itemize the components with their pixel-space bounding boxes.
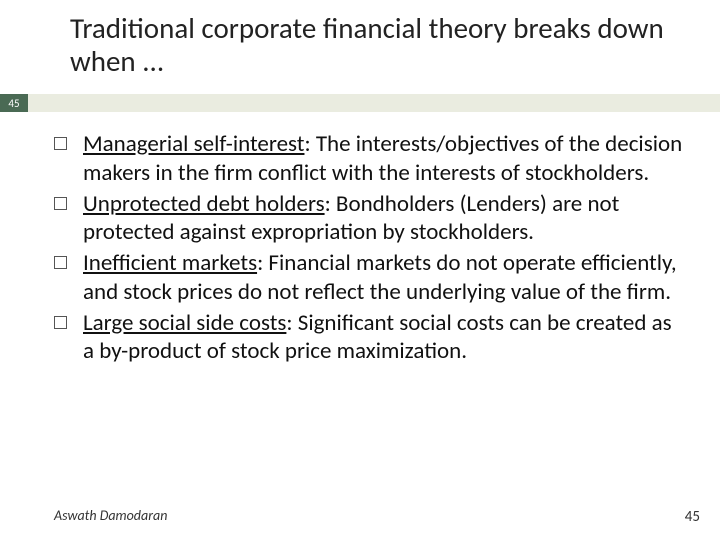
- slide-body: Managerial self-interest: The interests/…: [54, 130, 684, 368]
- checkbox-bullet-icon: [54, 256, 67, 269]
- checkbox-bullet-icon: [54, 197, 67, 210]
- checkbox-bullet-icon: [54, 137, 67, 150]
- list-item: Unprotected debt holders: Bondholders (L…: [54, 190, 684, 248]
- slide-number-badge: 45: [0, 94, 28, 112]
- bullet-term: Unprotected debt holders: [83, 190, 325, 218]
- bullet-text: Managerial self-interest: The interests/…: [83, 130, 684, 188]
- list-item: Inefficient markets: Financial markets d…: [54, 249, 684, 307]
- bullet-term: Managerial self-interest: [83, 130, 304, 158]
- slide-title: Traditional corporate financial theory b…: [70, 12, 690, 79]
- bullet-text: Unprotected debt holders: Bondholders (L…: [83, 190, 684, 248]
- badge-bar: 45: [0, 94, 720, 112]
- list-item: Large social side costs: Significant soc…: [54, 309, 684, 367]
- bullet-text: Large social side costs: Significant soc…: [83, 309, 684, 367]
- bullet-text: Inefficient markets: Financial markets d…: [83, 249, 684, 307]
- footer-author: Aswath Damodaran: [54, 507, 167, 524]
- accent-bar: [28, 94, 720, 112]
- list-item: Managerial self-interest: The interests/…: [54, 130, 684, 188]
- bullet-term: Large social side costs: [83, 309, 286, 337]
- slide: Traditional corporate financial theory b…: [0, 0, 720, 540]
- checkbox-bullet-icon: [54, 316, 67, 329]
- footer-page-number: 45: [685, 508, 700, 526]
- bullet-term: Inefficient markets: [83, 249, 257, 277]
